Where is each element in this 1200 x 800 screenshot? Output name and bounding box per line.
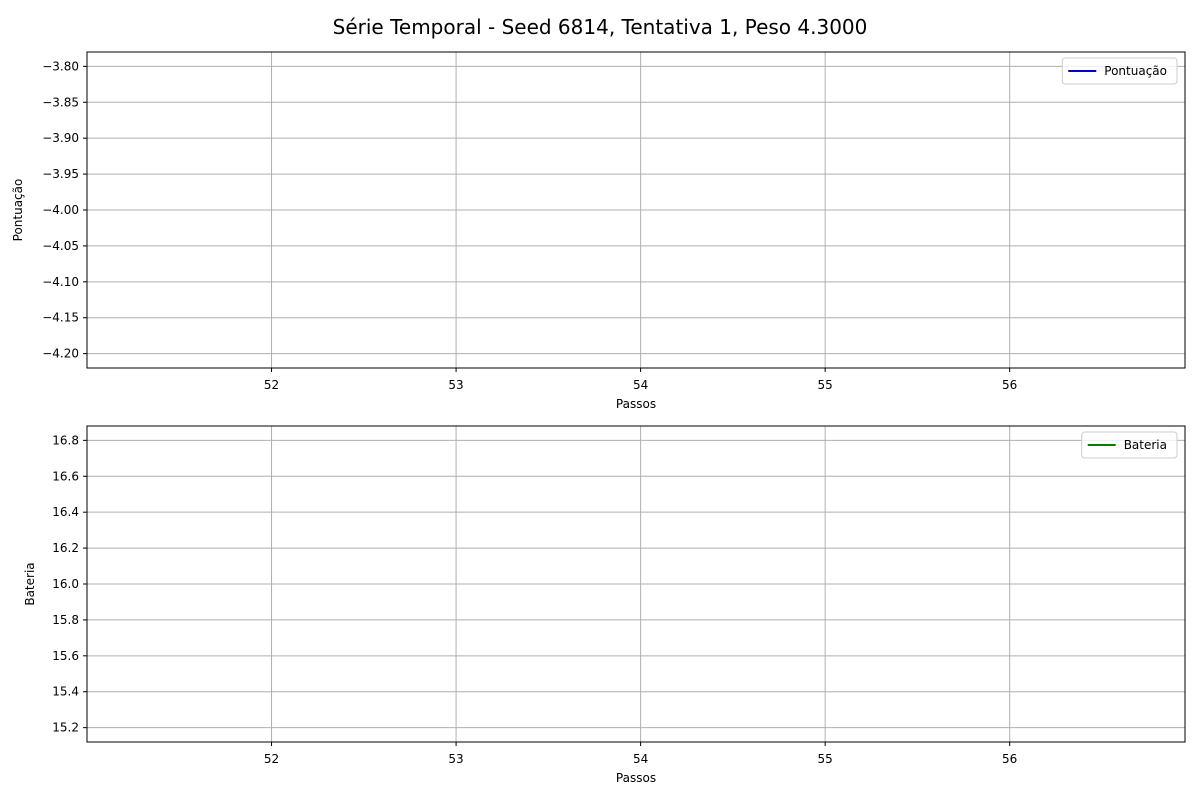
- score-y-tick-label: −4.00: [42, 203, 79, 217]
- score-x-tick-label: 53: [448, 378, 463, 392]
- battery-y-tick-label: 16.0: [52, 577, 79, 591]
- score-x-tick-label: 54: [633, 378, 648, 392]
- score-x-tick-label: 52: [264, 378, 279, 392]
- score-grid: [87, 52, 1185, 368]
- score-legend: Pontuação: [1061, 57, 1178, 85]
- score-legend-label: Pontuação: [1104, 64, 1167, 78]
- score-y-tick-label: −4.20: [42, 347, 79, 361]
- score-y-ticks: −3.80 −3.85 −3.90 −3.95 −4.00 −4.05 −4.10 −4.15…: [42, 59, 87, 361]
- battery-y-tick-label: 16.6: [52, 469, 79, 483]
- battery-y-tick-label: 16.8: [52, 433, 79, 447]
- score-x-axis-label: Passos: [616, 397, 656, 411]
- battery-x-tick-label: 56: [1002, 752, 1017, 766]
- battery-x-tick-label: 55: [818, 752, 833, 766]
- score-y-tick-label: −4.10: [42, 275, 79, 289]
- battery-y-tick-label: 15.4: [52, 685, 79, 699]
- score-x-ticks: 52 53 54 55 56: [264, 368, 1017, 392]
- score-y-tick-label: −3.85: [42, 95, 79, 109]
- battery-x-tick-label: 54: [633, 752, 648, 766]
- score-legend-box: [1061, 57, 1178, 85]
- score-y-tick-label: −3.95: [42, 167, 79, 181]
- battery-y-tick-label: 15.8: [52, 613, 79, 627]
- score-y-tick-label: −3.90: [42, 131, 79, 145]
- battery-y-axis-label: Bateria: [23, 562, 37, 605]
- score-x-tick-label: 55: [818, 378, 833, 392]
- figure-title: Série Temporal - Seed 6814, Tentativa 1,…: [333, 15, 868, 39]
- battery-legend-label: Bateria: [1124, 438, 1167, 452]
- battery-legend: Bateria: [1081, 431, 1178, 459]
- score-y-axis-label: Pontuação: [11, 179, 25, 242]
- battery-y-tick-label: 15.2: [52, 721, 79, 735]
- battery-x-ticks: 52 53 54 55 56: [264, 742, 1017, 766]
- battery-x-axis-label: Passos: [616, 771, 656, 785]
- score-y-tick-label: −4.05: [42, 239, 79, 253]
- battery-y-tick-label: 16.2: [52, 541, 79, 555]
- battery-grid: [87, 426, 1185, 742]
- score-subplot: 52 53 54 55 56 −3.80 −3.85 −3.90 −3.95 −4.00 −4.0…: [11, 51, 1186, 411]
- battery-y-tick-label: 16.4: [52, 505, 79, 519]
- score-x-tick-label: 56: [1002, 378, 1017, 392]
- score-y-tick-label: −4.15: [42, 311, 79, 325]
- battery-subplot: 52 53 54 55 56 16.816.616.416.216.015.815.61…: [23, 425, 1186, 785]
- battery-x-tick-label: 53: [448, 752, 463, 766]
- battery-x-tick-label: 52: [264, 752, 279, 766]
- battery-y-tick-label: 15.6: [52, 649, 79, 663]
- battery-y-ticks: 16.8 16.6 16.4 16.2 16.0 15.8 15.6 15.4 15.2: [52, 433, 87, 735]
- battery-legend-box: [1081, 431, 1178, 459]
- score-y-tick-label: −3.80: [42, 59, 79, 73]
